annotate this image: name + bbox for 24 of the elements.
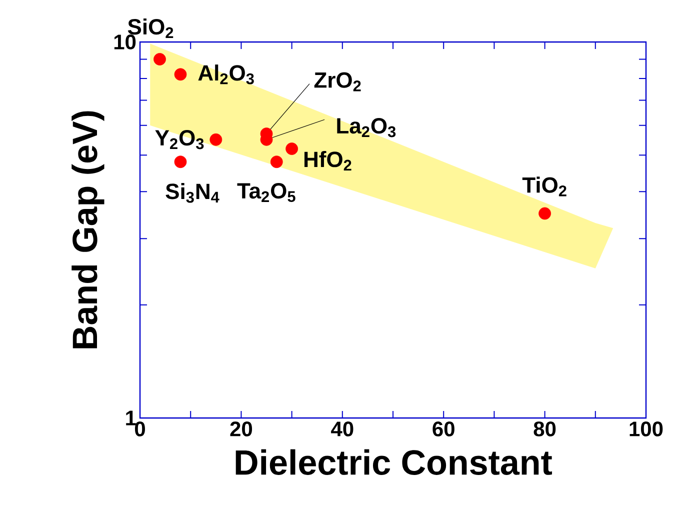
annotation: TiO$_{2}$ bbox=[522, 176, 566, 196]
x-tick-label: 80 bbox=[534, 422, 556, 436]
y-tick-label: 1 bbox=[126, 410, 136, 426]
annotation: La$_{2}$O$_{3}$ bbox=[337, 118, 396, 138]
x-tick-label: 60 bbox=[432, 422, 454, 436]
annotation: HfO$_{2}$ bbox=[304, 150, 352, 171]
y-axis-title: Band Gap (eV) bbox=[72, 111, 104, 348]
annotation: Si$_{3}$N$_{4}$ bbox=[166, 183, 220, 203]
point bbox=[174, 156, 187, 168]
point bbox=[270, 156, 283, 168]
x-tick-label: 20 bbox=[230, 422, 252, 436]
point bbox=[174, 68, 187, 81]
annotation: ZrO$_{2}$ bbox=[314, 72, 361, 92]
point bbox=[286, 142, 298, 155]
point bbox=[154, 53, 166, 66]
x-tick-label: 40 bbox=[331, 422, 354, 436]
annotation: Ta$_{2}$O$_{5}$ bbox=[237, 183, 296, 202]
annotation: Al$_{2}$O$_{3}$ bbox=[198, 64, 254, 84]
annotation: Y$_{2}$O$_{3}$ bbox=[155, 130, 204, 150]
x-tick-label: 0 bbox=[134, 422, 145, 436]
x-tick-label: 100 bbox=[630, 422, 663, 436]
point bbox=[210, 133, 222, 146]
x-axis-title: Dielectric Constant bbox=[236, 449, 552, 475]
point bbox=[538, 207, 551, 220]
